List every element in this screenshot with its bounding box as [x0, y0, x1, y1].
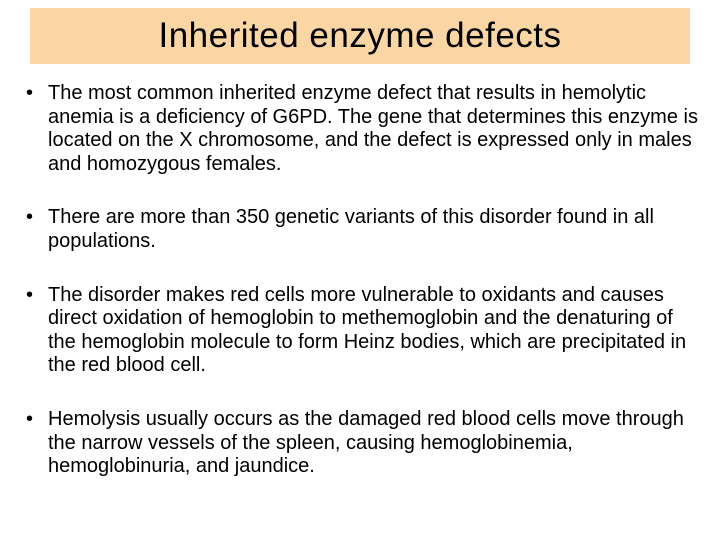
- bullet-item: There are more than 350 genetic variants…: [20, 206, 700, 253]
- slide-title: Inherited enzyme defects: [40, 16, 680, 56]
- bullet-item: The disorder makes red cells more vulner…: [20, 284, 700, 378]
- bullet-item: Hemolysis usually occurs as the damaged …: [20, 408, 700, 479]
- bullet-list: The most common inherited enzyme defect …: [20, 82, 700, 479]
- bullet-item: The most common inherited enzyme defect …: [20, 82, 700, 176]
- slide-title-box: Inherited enzyme defects: [30, 8, 690, 64]
- slide-content: The most common inherited enzyme defect …: [0, 64, 720, 479]
